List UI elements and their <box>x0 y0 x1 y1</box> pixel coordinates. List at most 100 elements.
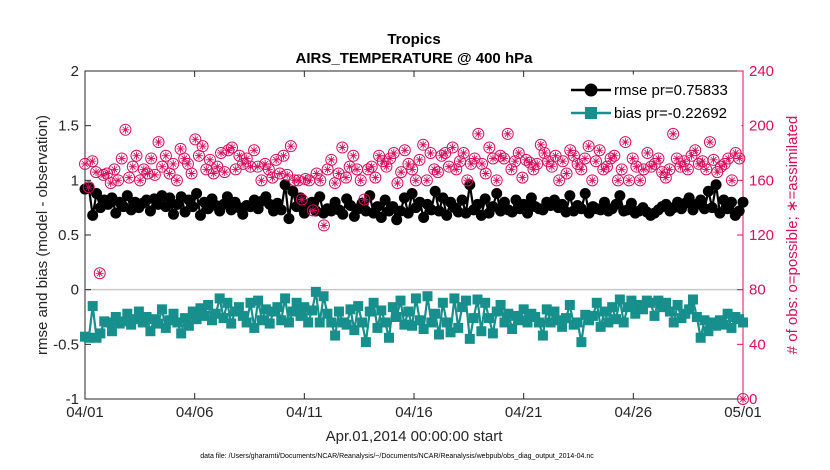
obs-assimilated-marker <box>577 165 586 174</box>
obs-assimilated-marker <box>279 151 288 160</box>
obs-possible-marker <box>531 157 544 170</box>
obs-assimilated-marker <box>220 168 229 177</box>
bias-marker <box>460 295 471 306</box>
obs-assimilated-marker <box>474 129 483 138</box>
rmse-marker <box>221 191 233 203</box>
legend-rmse-marker <box>584 83 598 97</box>
bias-marker <box>591 297 602 308</box>
obs-assimilated-marker <box>198 142 207 151</box>
bias-marker <box>380 317 391 328</box>
obs-assimilated-marker <box>658 168 667 177</box>
obs-assimilated-marker <box>735 154 744 163</box>
obs-assimilated-marker <box>444 162 453 171</box>
bias-marker <box>399 319 410 330</box>
obs-assimilated-marker <box>496 151 505 160</box>
bias-marker <box>495 299 506 310</box>
data-file-note: data file: /Users/gharamti/Documents/NCA… <box>200 453 594 460</box>
obs-assimilated-marker <box>386 154 395 163</box>
bias-marker <box>661 297 672 308</box>
obs-assimilated-marker <box>334 169 343 178</box>
rmse-marker <box>279 179 291 191</box>
bias-marker <box>664 306 675 317</box>
bias-marker <box>587 310 598 321</box>
bias-marker <box>145 326 156 337</box>
x-tick-label: 04/16 <box>395 404 433 421</box>
obs-assimilated-marker <box>452 165 461 174</box>
obs-assimilated-marker <box>165 169 174 178</box>
rmse-marker <box>598 196 610 208</box>
obs-assimilated-marker <box>661 173 670 182</box>
obs-assimilated-marker <box>430 165 439 174</box>
bias-marker <box>507 324 518 335</box>
bias-marker <box>726 322 737 333</box>
obs-assimilated-marker <box>209 169 218 178</box>
obs-possible-marker <box>295 193 308 206</box>
obs-assimilated-marker <box>121 125 130 134</box>
rmse-marker <box>371 201 383 213</box>
rmse-marker <box>110 207 122 219</box>
obs-assimilated-marker <box>356 176 365 185</box>
obs-assimilated-marker <box>632 162 641 171</box>
obs-assimilated-marker <box>525 158 534 167</box>
obs-possible-marker <box>457 147 470 159</box>
obs-possible-marker <box>189 133 202 146</box>
bias-marker <box>468 313 479 324</box>
obs-possible-marker <box>170 174 183 187</box>
obs-possible-marker <box>516 171 529 184</box>
bias-marker <box>214 293 225 304</box>
obs-assimilated-marker <box>610 151 619 160</box>
obs-assimilated-marker <box>536 140 545 149</box>
obs-assimilated-marker <box>103 169 112 178</box>
obs-assimilated-marker <box>621 138 630 147</box>
obs-assimilated-marker <box>172 176 181 185</box>
bias-marker <box>303 317 314 328</box>
obs-assimilated-marker <box>625 176 634 185</box>
rmse-marker <box>695 194 707 206</box>
obs-possible-marker <box>362 163 375 176</box>
rmse-marker <box>625 197 637 209</box>
bias-marker <box>199 310 210 321</box>
bias-marker <box>410 293 421 304</box>
x-tick-label: 05/01 <box>724 404 762 421</box>
obs-possible-marker <box>218 166 231 179</box>
bias-marker <box>572 317 583 328</box>
obs-assimilated-marker <box>602 162 611 171</box>
obs-assimilated-marker <box>411 176 420 185</box>
bias-marker <box>484 313 495 324</box>
obs-possible-marker <box>266 171 279 184</box>
bias-marker <box>426 317 437 328</box>
bias-marker <box>191 314 202 325</box>
obs-assimilated-marker <box>319 221 328 230</box>
obs-assimilated-marker <box>360 195 369 204</box>
bias-marker <box>360 337 371 348</box>
bias-marker <box>653 295 664 306</box>
obs-possible-marker <box>575 163 588 176</box>
rmse-marker <box>144 205 156 217</box>
obs-assimilated-marker <box>507 165 516 174</box>
obs-possible-marker <box>185 167 198 180</box>
legend-box <box>562 74 742 128</box>
obs-possible-marker <box>520 153 533 166</box>
obs-assimilated-marker <box>323 165 332 174</box>
obs-possible-marker <box>714 160 727 173</box>
obs-possible-marker <box>417 138 430 151</box>
obs-assimilated-marker <box>268 173 277 182</box>
x-tick-label: 04/11 <box>286 404 322 421</box>
obs-assimilated-marker <box>99 170 108 179</box>
obs-possible-marker <box>490 174 503 187</box>
obs-assimilated-marker <box>301 174 310 183</box>
obs-assimilated-marker <box>529 165 538 174</box>
obs-assimilated-marker <box>514 149 523 157</box>
obs-assimilated-marker <box>433 168 442 177</box>
obs-assimilated-marker <box>375 151 384 160</box>
obs-possible-marker <box>641 147 654 159</box>
obs-possible-marker <box>196 140 209 153</box>
bias-marker <box>487 328 498 339</box>
bias-marker <box>403 306 414 317</box>
bias-marker <box>176 328 187 339</box>
obs-assimilated-marker <box>595 146 604 155</box>
obs-assimilated-marker <box>143 169 152 178</box>
bias-marker <box>457 302 468 313</box>
obs-possible-marker <box>479 167 492 180</box>
